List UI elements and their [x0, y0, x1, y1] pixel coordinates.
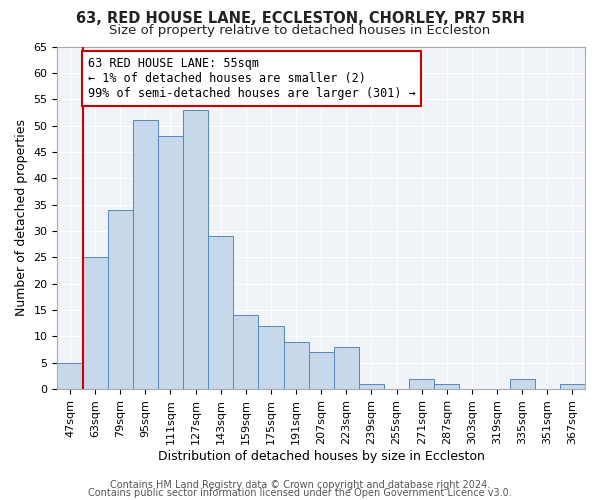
Bar: [133, 120, 158, 389]
Bar: [107, 210, 133, 389]
Text: 63, RED HOUSE LANE, ECCLESTON, CHORLEY, PR7 5RH: 63, RED HOUSE LANE, ECCLESTON, CHORLEY, …: [76, 11, 524, 26]
Bar: [259, 326, 284, 389]
Text: Size of property relative to detached houses in Eccleston: Size of property relative to detached ho…: [109, 24, 491, 37]
Text: 63 RED HOUSE LANE: 55sqm
← 1% of detached houses are smaller (2)
99% of semi-det: 63 RED HOUSE LANE: 55sqm ← 1% of detache…: [88, 57, 415, 100]
Bar: [434, 384, 460, 389]
Bar: [359, 384, 384, 389]
Bar: [334, 347, 359, 389]
Text: Contains HM Land Registry data © Crown copyright and database right 2024.: Contains HM Land Registry data © Crown c…: [110, 480, 490, 490]
Bar: [409, 378, 434, 389]
Bar: [284, 342, 308, 389]
Y-axis label: Number of detached properties: Number of detached properties: [15, 120, 28, 316]
Bar: [509, 378, 535, 389]
Bar: [158, 136, 183, 389]
Bar: [208, 236, 233, 389]
Text: Contains public sector information licensed under the Open Government Licence v3: Contains public sector information licen…: [88, 488, 512, 498]
Bar: [58, 362, 83, 389]
Bar: [560, 384, 585, 389]
Bar: [233, 316, 259, 389]
Bar: [308, 352, 334, 389]
X-axis label: Distribution of detached houses by size in Eccleston: Distribution of detached houses by size …: [158, 450, 485, 462]
Bar: [183, 110, 208, 389]
Bar: [83, 258, 107, 389]
